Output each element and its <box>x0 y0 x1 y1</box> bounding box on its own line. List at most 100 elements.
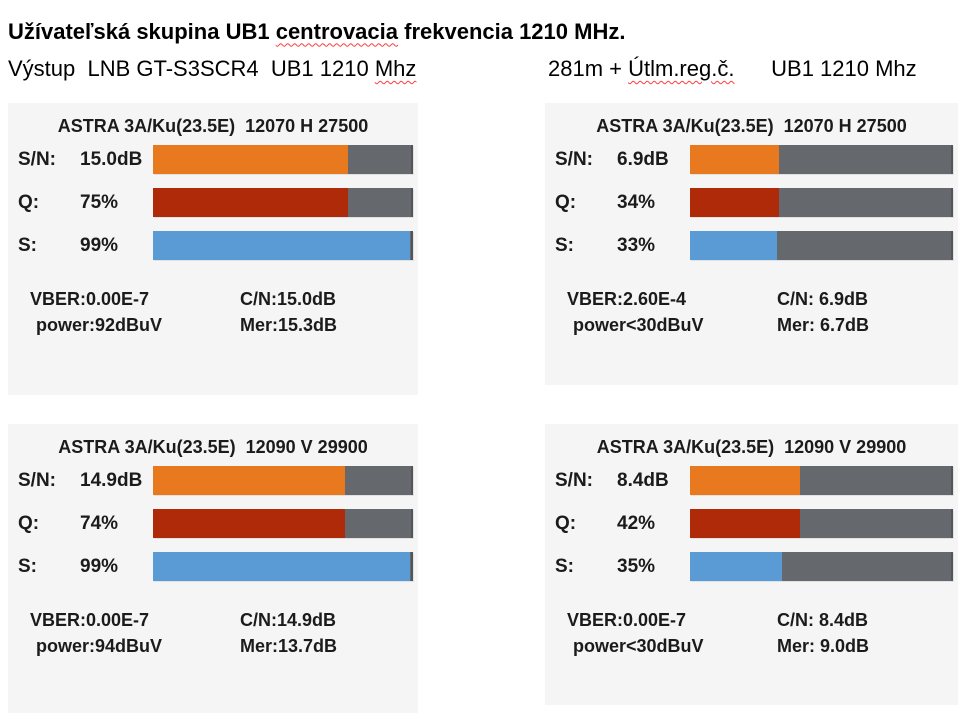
column-header-text: 281m + <box>548 56 629 81</box>
metric-label: Q: <box>555 512 577 534</box>
transponder-header: ASTRA 3A/Ku(23.5E) 12070 H 27500 <box>596 116 907 136</box>
meter-row-strength: S: 99% <box>8 231 418 260</box>
meter-row-sn: S/N: 6.9dB <box>545 145 958 174</box>
meter-panel-bottom-right: ASTRA 3A/Ku(23.5E) 12090 V 29900 S/N: 8.… <box>545 424 958 705</box>
metric-label: S: <box>18 555 37 577</box>
meter-row-sn: S/N: 14.9dB <box>8 466 418 495</box>
metric-label: S/N: <box>18 148 56 170</box>
vber-value: VBER:0.00E-7 <box>30 289 150 309</box>
meter-bar-fill <box>153 145 348 174</box>
footer-line: power<30dBuV Mer: 9.0dB <box>545 633 869 659</box>
metric-value: 8.4dB <box>617 469 669 491</box>
footer-line: VBER:0.00E-7 C/N:15.0dB <box>8 286 337 312</box>
transponder-header: ASTRA 3A/Ku(23.5E) 12070 H 27500 <box>57 116 369 136</box>
meter-bar-track <box>690 188 953 217</box>
meter-bar-track <box>153 466 413 495</box>
power-value: power<30dBuV <box>573 636 704 656</box>
meter-rows: S/N: 8.4dB Q: 42% S: 35% <box>545 466 958 581</box>
metric-value: 75% <box>80 191 119 213</box>
power-value: power<30dBuV <box>573 315 704 335</box>
meter-row-sn: S/N: 15.0dB <box>8 145 418 174</box>
meter-row-strength: S: 99% <box>8 552 418 581</box>
metric-label: S: <box>18 234 37 256</box>
meter-bar-fill <box>153 231 411 260</box>
footer-line: VBER:0.00E-7 C/N:14.9dB <box>8 607 337 633</box>
vber-value: VBER:2.60E-4 <box>567 289 687 309</box>
vber-value: VBER:0.00E-7 <box>30 610 150 630</box>
cn-value: C/N: 8.4dB <box>777 610 869 630</box>
meter-panel-top-right: ASTRA 3A/Ku(23.5E) 12070 H 27500 S/N: 6.… <box>545 103 958 385</box>
meter-bar-fill <box>153 188 348 217</box>
meter-bar-track <box>153 509 413 538</box>
mer-value: Mer:15.3dB <box>240 315 338 335</box>
title-text: frekvencia 1210 MHz. <box>398 18 626 44</box>
column-header-misspelled-word: Mhz <box>374 56 417 81</box>
meter-rows: S/N: 14.9dB Q: 74% S: 99% <box>8 466 418 581</box>
column-header-left: Výstup LNB GT-S3SCR4 UB1 1210 Mhz <box>8 56 416 82</box>
meter-row-quality: Q: 74% <box>8 509 418 538</box>
power-value: power:94dBuV <box>36 636 163 656</box>
footer-line: power:92dBuV Mer:15.3dB <box>8 312 337 338</box>
power-value: power:92dBuV <box>36 315 163 335</box>
meter-row-quality: Q: 34% <box>545 188 958 217</box>
metric-label: S: <box>555 555 574 577</box>
metric-value: 74% <box>80 512 119 534</box>
meter-rows: S/N: 15.0dB Q: 75% S: 99% <box>8 145 418 260</box>
metric-label: S/N: <box>555 148 593 170</box>
cn-value: C/N:15.0dB <box>240 289 337 309</box>
meter-rows: S/N: 6.9dB Q: 34% S: 33% <box>545 145 958 260</box>
footer-line: VBER:0.00E-7 C/N: 8.4dB <box>545 607 869 633</box>
footer-line: power<30dBuV Mer: 6.7dB <box>545 312 869 338</box>
meter-panel-top-left: ASTRA 3A/Ku(23.5E) 12070 H 27500 S/N: 15… <box>8 103 418 395</box>
meter-bar-track <box>690 552 953 581</box>
footer-line: VBER:2.60E-4 C/N: 6.9dB <box>545 286 869 312</box>
title-text: Užívateľská skupina UB1 <box>8 18 276 44</box>
meter-bar-track <box>153 188 413 217</box>
measurement-footer: VBER:0.00E-7 C/N:15.0dB power:92dBuV Mer:1… <box>8 286 337 338</box>
metric-label: S/N: <box>555 469 593 491</box>
meter-row-quality: Q: 75% <box>8 188 418 217</box>
metric-label: Q: <box>18 512 40 534</box>
metric-label: Q: <box>18 191 40 213</box>
column-header-text: Výstup LNB GT-S3SCR4 UB1 1210 <box>8 56 375 81</box>
vber-value: VBER:0.00E-7 <box>567 610 687 630</box>
measurement-footer: VBER:2.60E-4 C/N: 6.9dB power<30dBuV Mer: … <box>545 286 869 338</box>
meter-bar-fill <box>690 145 780 174</box>
meter-bar-fill <box>690 231 777 260</box>
title-misspelled-word: centrovacia <box>275 18 398 44</box>
page-title: Užívateľská skupina UB1 centrovacia frek… <box>8 19 625 45</box>
measurement-footer: VBER:0.00E-7 C/N: 8.4dB power<30dBuV Mer: … <box>545 607 869 659</box>
meter-bar-fill <box>690 466 801 495</box>
metric-value: 33% <box>617 234 656 256</box>
metric-value: 6.9dB <box>617 148 669 170</box>
measurement-footer: VBER:0.00E-7 C/N:14.9dB power:94dBuV Mer:1… <box>8 607 337 659</box>
meter-bar-track <box>153 145 413 174</box>
transponder-header: ASTRA 3A/Ku(23.5E) 12090 V 29900 <box>596 437 907 457</box>
meter-row-sn: S/N: 8.4dB <box>545 466 958 495</box>
transponder-header: ASTRA 3A/Ku(23.5E) 12090 V 29900 <box>58 437 368 457</box>
metric-value: 14.9dB <box>80 469 143 491</box>
meter-bar-fill <box>690 188 780 217</box>
mer-value: Mer: 9.0dB <box>777 636 870 656</box>
metric-label: Q: <box>555 191 577 213</box>
metric-value: 42% <box>617 512 656 534</box>
meter-bar-track <box>690 145 953 174</box>
metric-value: 34% <box>617 191 656 213</box>
meter-row-strength: S: 33% <box>545 231 958 260</box>
meter-bar-fill <box>690 552 783 581</box>
column-header-misspelled-word: Útlm.reg.č. <box>628 56 735 81</box>
column-header-right: 281m + Útlm.reg.č. UB1 1210 Mhz <box>548 56 917 82</box>
meter-bar-track <box>690 231 953 260</box>
column-header-text: UB1 1210 Mhz <box>734 56 917 81</box>
metric-value: 35% <box>617 555 656 577</box>
meter-bar-fill <box>690 509 801 538</box>
meter-row-strength: S: 35% <box>545 552 958 581</box>
metric-value: 15.0dB <box>80 148 143 170</box>
meter-bar-track <box>690 509 953 538</box>
mer-value: Mer:13.7dB <box>240 636 338 656</box>
metric-label: S/N: <box>18 469 56 491</box>
cn-value: C/N: 6.9dB <box>777 289 869 309</box>
meter-bar-fill <box>153 552 411 581</box>
meter-row-quality: Q: 42% <box>545 509 958 538</box>
meter-panel-bottom-left: ASTRA 3A/Ku(23.5E) 12090 V 29900 S/N: 14… <box>8 424 418 713</box>
